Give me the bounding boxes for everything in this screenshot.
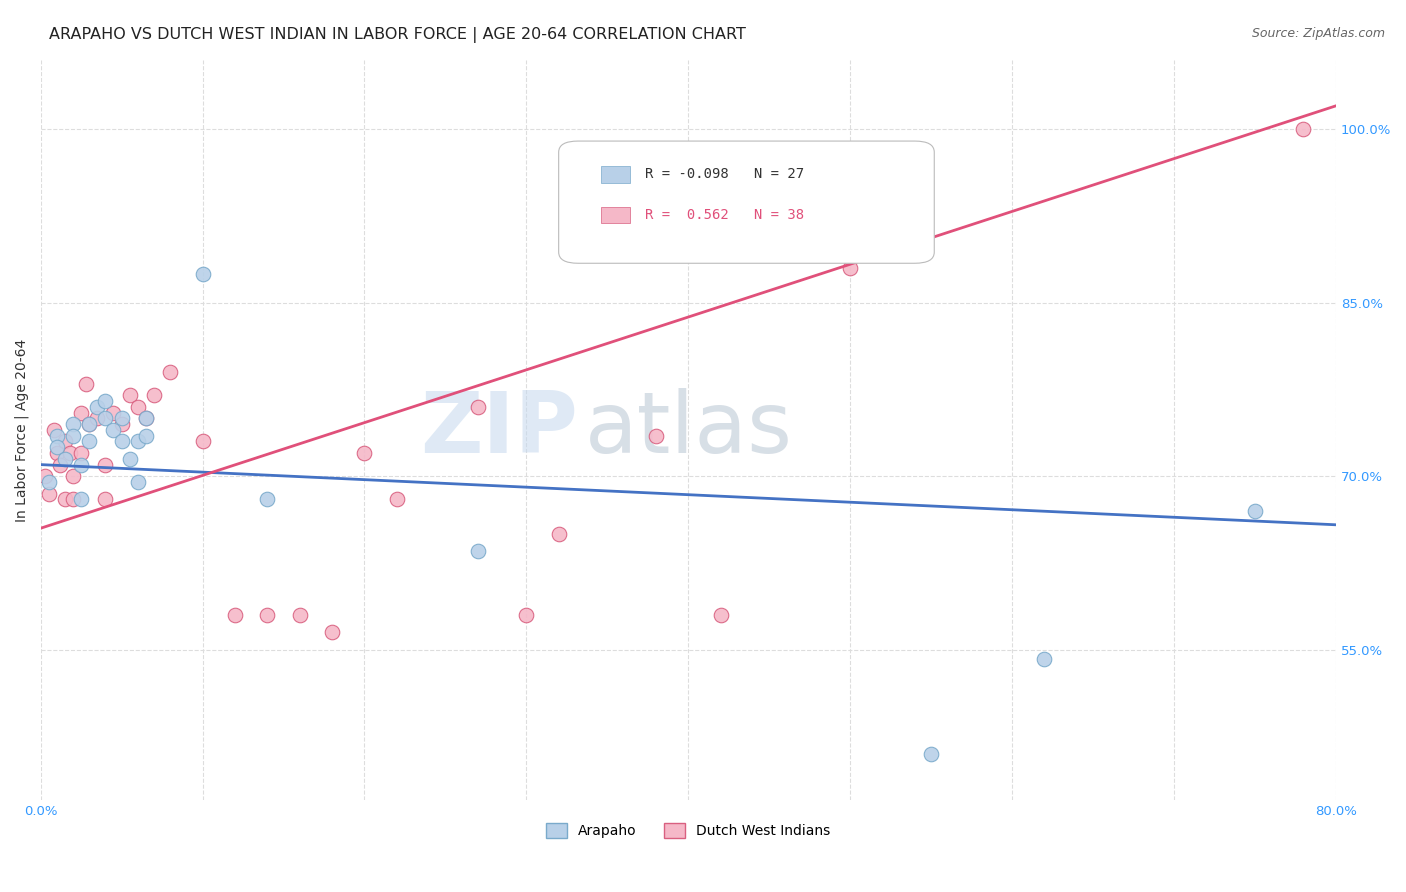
Point [94,411,117,425]
FancyBboxPatch shape [558,141,934,263]
Point [135,411,157,425]
Point [191,434,214,449]
Point [75,376,97,391]
Text: atlas: atlas [585,388,793,471]
Text: ARAPAHO VS DUTCH WEST INDIAN IN LABOR FORCE | AGE 20-64 CORRELATION CHART: ARAPAHO VS DUTCH WEST INDIAN IN LABOR FO… [49,27,747,43]
Point [191,267,214,281]
Text: R =  0.562   N = 38: R = 0.562 N = 38 [645,208,804,222]
Point [70,446,93,460]
Point [94,394,117,409]
Point [38,475,60,489]
Point [142,388,165,402]
Point [62,428,84,442]
Point [288,608,311,623]
Point [49,458,72,472]
FancyBboxPatch shape [602,166,630,183]
Point [53,451,76,466]
Point [77,434,100,449]
Point [34,469,56,483]
Point [224,608,246,623]
Point [45,446,67,460]
Text: ZIP: ZIP [420,388,578,471]
Point [256,492,278,507]
Point [110,411,132,425]
Point [709,608,731,623]
Point [515,608,537,623]
Point [1292,122,1315,136]
Text: Source: ZipAtlas.com: Source: ZipAtlas.com [1251,27,1385,40]
Point [86,400,108,414]
Point [59,446,82,460]
Point [118,451,141,466]
Point [547,527,569,541]
Point [94,492,117,507]
Point [127,434,149,449]
FancyBboxPatch shape [602,207,630,223]
Point [62,492,84,507]
Point [256,608,278,623]
Point [110,417,132,431]
Point [159,365,181,379]
Point [42,423,65,437]
Point [70,458,93,472]
Point [45,428,67,442]
Point [103,423,125,437]
Point [467,400,489,414]
Point [1243,504,1265,518]
Point [920,747,942,761]
Point [53,434,76,449]
Legend: Arapaho, Dutch West Indians: Arapaho, Dutch West Indians [538,816,838,845]
Point [103,405,125,419]
Point [77,417,100,431]
Point [110,434,132,449]
Point [644,428,666,442]
Point [353,446,375,460]
Point [127,400,149,414]
Point [839,260,862,275]
Text: R = -0.098   N = 27: R = -0.098 N = 27 [645,168,804,181]
Point [53,492,76,507]
Point [127,475,149,489]
Point [467,544,489,558]
Y-axis label: In Labor Force | Age 20-64: In Labor Force | Age 20-64 [15,338,30,522]
Point [135,428,157,442]
Point [62,469,84,483]
Point [94,458,117,472]
Point [118,388,141,402]
Point [70,405,93,419]
Point [77,417,100,431]
Point [70,492,93,507]
Point [62,417,84,431]
Point [38,486,60,500]
Point [1033,652,1056,666]
Point [321,625,343,640]
Point [135,411,157,425]
Point [86,411,108,425]
Point [45,440,67,454]
Point [385,492,408,507]
